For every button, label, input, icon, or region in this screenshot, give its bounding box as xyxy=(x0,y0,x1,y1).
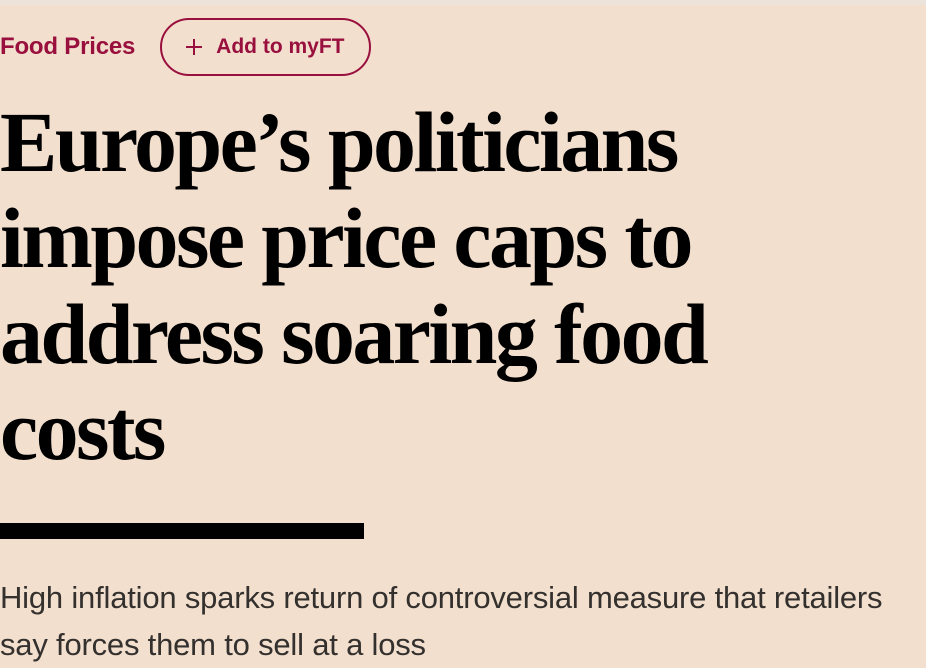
article-standfirst: High inflation sparks return of controve… xyxy=(0,580,883,662)
plus-icon xyxy=(186,39,203,55)
top-divider xyxy=(0,0,926,5)
add-to-myft-button[interactable]: Add to myFT xyxy=(160,18,371,76)
topic-bar: Food Prices Add to myFT xyxy=(0,18,371,76)
topic-link-food-prices[interactable]: Food Prices xyxy=(0,33,136,60)
add-to-myft-label: Add to myFT xyxy=(216,35,345,58)
article-headline: Europe’s politicians impose price caps t… xyxy=(0,94,709,478)
headline-divider-bar xyxy=(0,523,364,539)
